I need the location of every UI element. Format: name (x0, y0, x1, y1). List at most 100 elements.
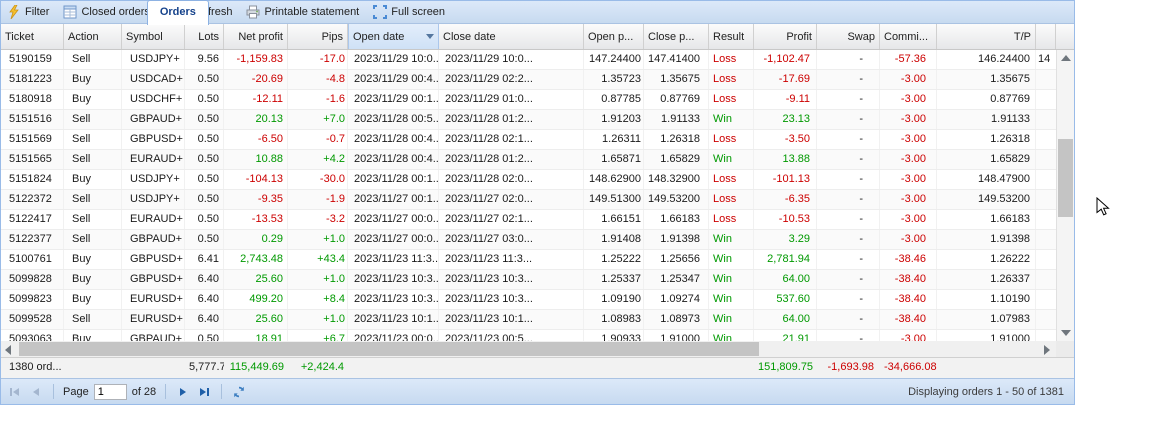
summary-pips: +2,424.4 (300, 361, 344, 373)
cell-close_price: 1.25347 (644, 270, 709, 289)
table-row[interactable]: 5151569 Sell GBPUSD+ 0.50 -6.50 -0.7 2023/11/2… (1, 130, 1056, 150)
cell-tp: 1.10190 (937, 290, 1036, 309)
cell-open_price: 1.66151 (584, 210, 644, 229)
cell-commission: -3.00 (880, 90, 937, 109)
cell-tp: 1.07983 (937, 310, 1036, 329)
closed-orders-button[interactable]: Closed orders (63, 5, 162, 19)
column-header-open_price[interactable]: Open p... (584, 24, 644, 49)
orders-panel: Filter Closed orders Refresh Printable (0, 0, 1075, 405)
cell-result: Loss (709, 210, 754, 229)
table-row[interactable]: 5099828 Buy GBPUSD+ 6.40 25.60 +1.0 2023/11/23… (1, 270, 1056, 290)
cell-extra (1036, 290, 1056, 309)
paging-separator (221, 384, 223, 399)
scroll-down-icon[interactable] (1061, 330, 1071, 336)
column-header-close_date[interactable]: Close date (439, 24, 584, 49)
cell-profit: -101.13 (754, 170, 817, 189)
cell-swap: - (817, 330, 880, 341)
cell-profit: -6.35 (754, 190, 817, 209)
cell-open_price: 147.24400 (584, 50, 644, 69)
table-row[interactable]: 5100761 Buy GBPUSD+ 6.41 2,743.48 +43.4 2023/1… (1, 250, 1056, 270)
cell-lots: 0.50 (185, 230, 224, 249)
horizontal-scrollbar[interactable] (1, 341, 1074, 357)
printable-statement-button[interactable]: Printable statement (246, 5, 359, 19)
cell-open_date: 2023/11/28 00:1... (348, 170, 439, 189)
cell-open_date: 2023/11/23 10:3... (348, 270, 439, 289)
scroll-right-icon[interactable] (1044, 345, 1050, 355)
cell-symbol: EURAUD+ (122, 150, 185, 169)
table-row[interactable]: 5151824 Buy USDJPY+ 0.50 -104.13 -30.0 2023/11… (1, 170, 1056, 190)
cell-net_profit: -104.13 (224, 170, 288, 189)
tab-orders[interactable]: Orders (146, 0, 209, 25)
scroll-left-icon[interactable] (5, 345, 11, 355)
column-header-net_profit[interactable]: Net profit (224, 24, 288, 49)
column-header-swap[interactable]: Swap (817, 24, 880, 49)
cell-ticket: 5190159 (1, 50, 64, 69)
cell-commission: -3.00 (880, 130, 937, 149)
horizontal-scroll-thumb[interactable] (19, 342, 759, 356)
table-row[interactable]: 5151565 Sell EURAUD+ 0.50 10.88 +4.2 2023/11/2… (1, 150, 1056, 170)
first-page-button[interactable] (7, 384, 23, 400)
table-row[interactable]: 5180918 Buy USDCHF+ 0.50 -12.11 -1.6 2023/11/2… (1, 90, 1056, 110)
table-row[interactable]: 5099528 Sell EURUSD+ 6.40 25.60 +1.0 2023/11/2… (1, 310, 1056, 330)
cell-pips: +1.0 (288, 310, 348, 329)
cell-net_profit: -20.69 (224, 70, 288, 89)
table-row[interactable]: 5181223 Buy USDCAD+ 0.50 -20.69 -4.8 2023/11/2… (1, 70, 1056, 90)
column-header-profit[interactable]: Profit (754, 24, 817, 49)
cell-tp: 1.35675 (937, 70, 1036, 89)
scroll-up-icon[interactable] (1061, 55, 1071, 61)
cell-open_date: 2023/11/29 10:0... (348, 50, 439, 69)
cell-close_price: 147.41400 (644, 50, 709, 69)
cell-tp: 1.26222 (937, 250, 1036, 269)
cell-extra: 14 (1038, 53, 1051, 65)
cell-swap: - (817, 70, 880, 89)
column-header-extra[interactable] (1036, 24, 1056, 49)
summary-lots: 5,777.7 (189, 361, 224, 373)
column-header-open_date[interactable]: Open date (348, 24, 439, 49)
page-input[interactable] (93, 383, 127, 400)
cell-ticket: 5151516 (1, 110, 64, 129)
column-header-tp[interactable]: T/P (937, 24, 1036, 49)
vertical-scrollbar[interactable] (1056, 50, 1074, 341)
column-header-close_price[interactable]: Close p... (644, 24, 709, 49)
cell-swap: - (817, 170, 880, 189)
paging-refresh-button[interactable] (231, 384, 247, 400)
column-header-action[interactable]: Action (64, 24, 122, 49)
table-row[interactable]: 5093063 Buy GBPAUD+ 0.50 18.91 +6.7 2023/11/23… (1, 330, 1056, 341)
next-page-button[interactable] (175, 384, 191, 400)
cell-open_date: 2023/11/23 10:3... (348, 290, 439, 309)
filter-button[interactable]: Filter (7, 5, 49, 19)
column-header-commission[interactable]: Commi... (880, 24, 937, 49)
cell-open_price: 1.90933 (584, 330, 644, 341)
table-row[interactable]: 5122372 Sell USDJPY+ 0.50 -9.35 -1.9 2023/11/2… (1, 190, 1056, 210)
table-row[interactable]: 5099823 Buy EURUSD+ 6.40 499.20 +8.4 2023/11/2… (1, 290, 1056, 310)
cell-profit: 64.00 (754, 270, 817, 289)
cell-pips: +8.4 (288, 290, 348, 309)
cell-extra (1036, 170, 1056, 189)
cell-pips: -4.8 (288, 70, 348, 89)
vertical-scroll-thumb[interactable] (1058, 139, 1073, 217)
full-screen-button[interactable]: Full screen (373, 5, 445, 19)
column-header-ticket[interactable]: Ticket (1, 24, 64, 49)
cell-lots: 0.50 (185, 130, 224, 149)
prev-page-button[interactable] (28, 384, 44, 400)
table-row[interactable]: 5151516 Sell GBPAUD+ 0.50 20.13 +7.0 2023/11/2… (1, 110, 1056, 130)
closed-orders-label: Closed orders (81, 6, 150, 18)
column-header-symbol[interactable]: Symbol (122, 24, 185, 49)
cell-action: Sell (64, 110, 122, 129)
cell-ticket: 5093063 (1, 330, 64, 341)
column-header-pips[interactable]: Pips (288, 24, 348, 49)
cell-tp: 1.26337 (937, 270, 1036, 289)
last-page-button[interactable] (196, 384, 212, 400)
cell-swap: - (817, 190, 880, 209)
table-row[interactable]: 5122377 Sell GBPAUD+ 0.50 0.29 +1.0 2023/11/27… (1, 230, 1056, 250)
cell-profit: -1,102.47 (754, 50, 817, 69)
cell-commission: -3.00 (880, 70, 937, 89)
column-header-result[interactable]: Result (709, 24, 754, 49)
column-header-lots[interactable]: Lots (185, 24, 224, 49)
cell-symbol: GBPAUD+ (122, 110, 185, 129)
cell-action: Buy (64, 170, 122, 189)
table-row[interactable]: 5122417 Sell EURAUD+ 0.50 -13.53 -3.2 2023/11/… (1, 210, 1056, 230)
cell-extra (1036, 230, 1056, 249)
cell-open_date: 2023/11/27 00:1... (348, 190, 439, 209)
table-row[interactable]: 5190159 Sell USDJPY+ 9.56 -1,159.83 -17.0 2023… (1, 50, 1056, 70)
